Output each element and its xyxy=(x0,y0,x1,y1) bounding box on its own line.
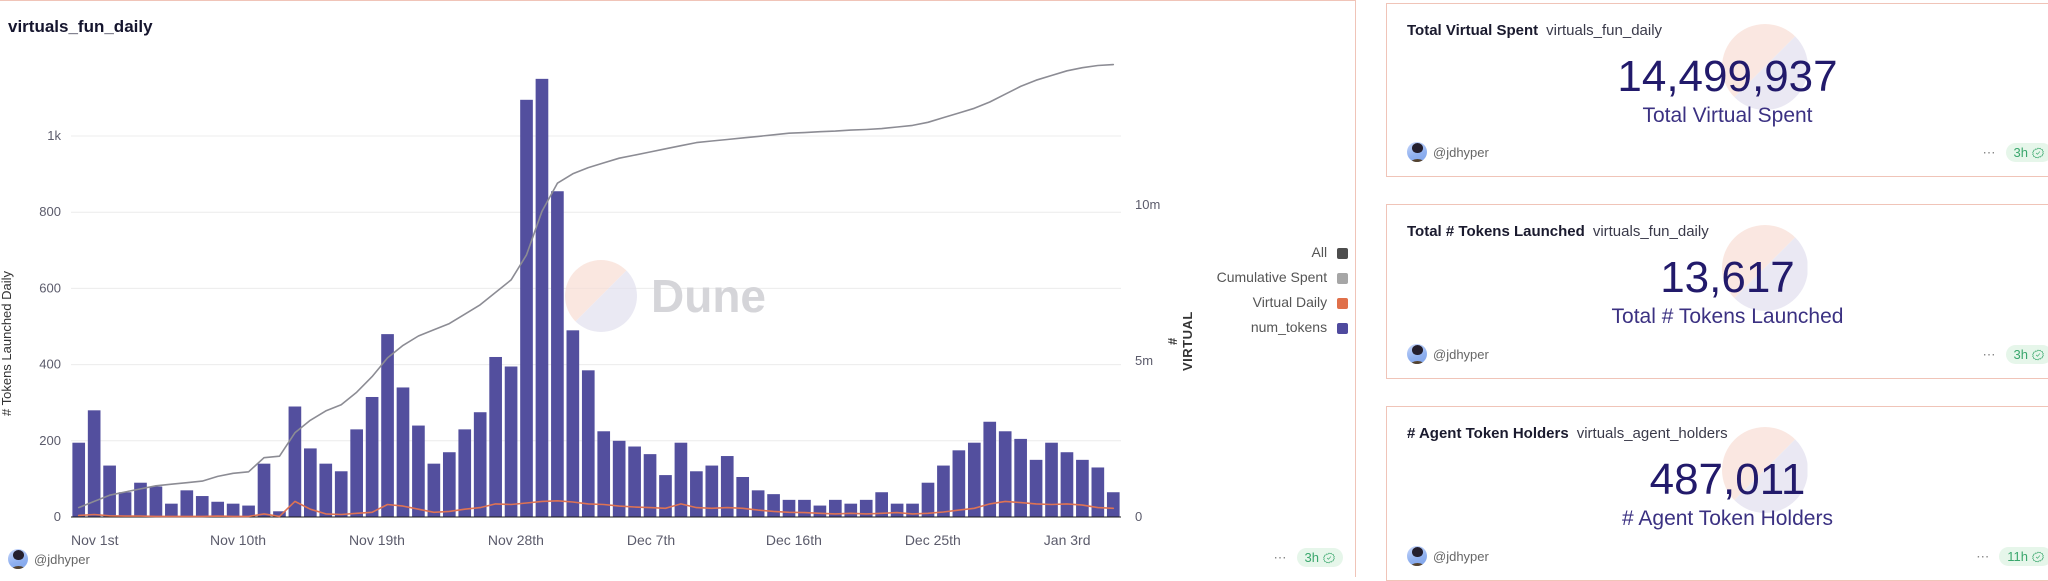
svg-text:Nov 28th: Nov 28th xyxy=(488,532,544,548)
svg-text:Nov 10th: Nov 10th xyxy=(210,532,266,548)
svg-text:Dec 16th: Dec 16th xyxy=(766,532,822,548)
svg-text:400: 400 xyxy=(39,357,61,372)
svg-text:Nov 1st: Nov 1st xyxy=(71,532,119,548)
svg-text:Jan 3rd: Jan 3rd xyxy=(1044,532,1091,548)
svg-text:200: 200 xyxy=(39,433,61,448)
svg-text:Dec 7th: Dec 7th xyxy=(627,532,675,548)
svg-text:600: 600 xyxy=(39,280,61,295)
svg-text:1k: 1k xyxy=(47,128,61,143)
svg-text:0: 0 xyxy=(54,509,61,524)
svg-text:Nov 19th: Nov 19th xyxy=(349,532,405,548)
svg-text:Dec 25th: Dec 25th xyxy=(905,532,961,548)
svg-text:10m: 10m xyxy=(1135,197,1160,212)
svg-text:800: 800 xyxy=(39,204,61,219)
svg-text:5m: 5m xyxy=(1135,353,1153,368)
svg-text:0: 0 xyxy=(1135,509,1142,524)
